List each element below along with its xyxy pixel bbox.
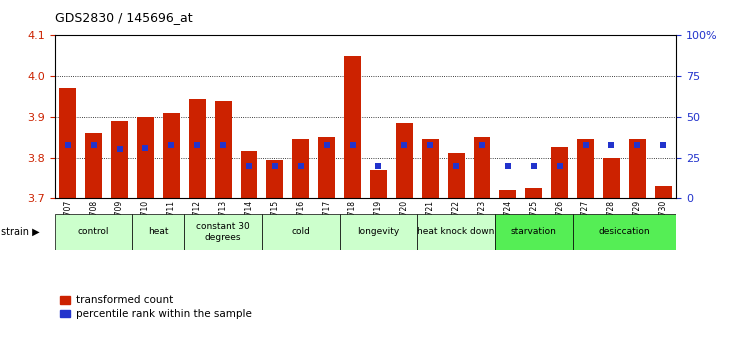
- Bar: [137, 117, 154, 198]
- Text: strain ▶: strain ▶: [1, 227, 40, 237]
- Bar: [215, 101, 232, 198]
- Bar: [340, 214, 417, 250]
- Bar: [344, 56, 361, 198]
- Bar: [577, 139, 594, 198]
- Bar: [396, 123, 413, 198]
- Bar: [495, 214, 572, 250]
- Text: desiccation: desiccation: [599, 227, 650, 236]
- Bar: [262, 214, 340, 250]
- Bar: [132, 214, 184, 250]
- Bar: [655, 186, 672, 198]
- Bar: [267, 160, 284, 198]
- Bar: [59, 88, 76, 198]
- Bar: [603, 158, 620, 198]
- Bar: [526, 188, 542, 198]
- Bar: [189, 98, 205, 198]
- Bar: [370, 170, 387, 198]
- Bar: [111, 121, 128, 198]
- Text: heat knock down: heat knock down: [417, 227, 495, 236]
- Bar: [417, 214, 495, 250]
- Text: constant 30
degrees: constant 30 degrees: [196, 222, 250, 241]
- Text: cold: cold: [292, 227, 310, 236]
- Text: GDS2830 / 145696_at: GDS2830 / 145696_at: [55, 11, 192, 24]
- Bar: [163, 113, 180, 198]
- Bar: [292, 139, 309, 198]
- Text: control: control: [78, 227, 110, 236]
- Bar: [422, 139, 439, 198]
- Text: heat: heat: [148, 227, 169, 236]
- Text: longevity: longevity: [357, 227, 400, 236]
- Legend: transformed count, percentile rank within the sample: transformed count, percentile rank withi…: [60, 296, 251, 319]
- Bar: [499, 190, 516, 198]
- Text: starvation: starvation: [511, 227, 557, 236]
- Bar: [629, 139, 645, 198]
- Bar: [318, 137, 335, 198]
- Bar: [240, 152, 257, 198]
- Bar: [55, 214, 132, 250]
- Bar: [572, 214, 676, 250]
- Bar: [474, 137, 491, 198]
- Bar: [551, 147, 568, 198]
- Bar: [447, 154, 464, 198]
- Bar: [184, 214, 262, 250]
- Bar: [86, 133, 102, 198]
